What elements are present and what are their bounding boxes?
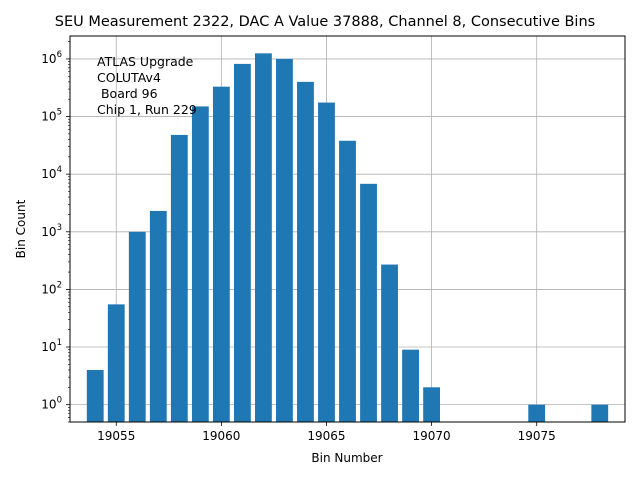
- annotation-line: Chip 1, Run 229: [97, 102, 197, 117]
- bar: [318, 102, 335, 422]
- bar: [170, 134, 188, 423]
- bar: [276, 58, 293, 422]
- bar: [107, 304, 125, 422]
- y-axis-ticks: 100 101 102 103 104 105 106: [41, 41, 70, 423]
- chart-title: SEU Measurement 2322, DAC A Value 37888,…: [55, 14, 595, 30]
- y-axis-label: Bin Count: [14, 199, 28, 258]
- y-tick-label: 103: [41, 223, 62, 239]
- y-tick-label: 105: [41, 108, 62, 124]
- annotation-line: ATLAS Upgrade: [97, 54, 194, 69]
- y-tick-label: 106: [41, 50, 62, 66]
- bar: [339, 140, 356, 423]
- bar: [86, 369, 104, 422]
- bar: [149, 210, 167, 422]
- x-axis-label: Bin Number: [311, 451, 382, 465]
- y-tick-label: 102: [41, 280, 62, 296]
- bar: [233, 63, 251, 422]
- plot-frame: [69, 35, 626, 423]
- x-tick-label: 19075: [518, 429, 556, 443]
- x-tick-label: 19065: [307, 429, 345, 443]
- annotation-line: COLUTAv4: [97, 70, 161, 85]
- bar: [591, 404, 609, 422]
- y-tick-label: 100: [41, 396, 62, 412]
- annotation-line: Board 96: [97, 86, 158, 101]
- bar: [528, 404, 546, 422]
- x-tick-label: 19070: [412, 429, 450, 443]
- bar: [297, 81, 314, 422]
- bar: [381, 264, 398, 422]
- x-axis-ticks: 19055 19060 19065 19070 19075: [97, 422, 556, 443]
- y-tick-label: 101: [41, 338, 62, 354]
- x-tick-label: 19055: [97, 429, 135, 443]
- bar: [255, 53, 272, 423]
- bar: [128, 231, 146, 422]
- bar: [360, 183, 377, 422]
- bars: [86, 53, 609, 423]
- bar: [191, 106, 209, 422]
- x-tick-label: 19060: [202, 429, 240, 443]
- y-tick-label: 104: [41, 165, 62, 181]
- bar: [402, 349, 419, 422]
- bar: [212, 86, 230, 423]
- bar: [423, 387, 440, 422]
